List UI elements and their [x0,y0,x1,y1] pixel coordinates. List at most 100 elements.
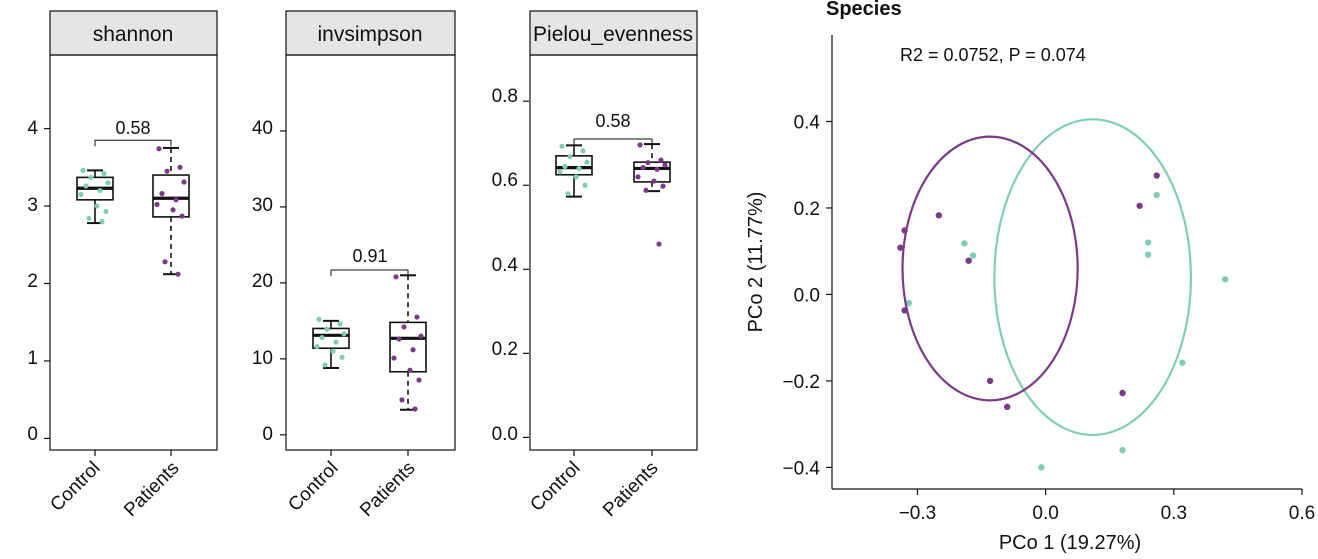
pcoa-y-tick-label: 0.4 [794,112,821,133]
shannon-point [88,174,94,180]
pcoa-x-tick-label: 0.3 [1161,503,1187,524]
shannon-panel: shannon 0 1 2 3 4 Control Patients 0.58 [27,10,218,521]
pielou-y-tick-label: 0.2 [492,339,518,360]
invsimpson-panel: invsimpson 0 10 20 30 40 Control Patient… [252,10,456,521]
invsimpson-point [337,321,343,327]
pcoa-point-control [1221,276,1229,283]
shannon-point [97,187,103,194]
pielou-y-tick-label: 0.4 [492,255,519,276]
pielou-point [582,182,588,188]
pielou-point [562,163,568,169]
pielou-point [584,159,590,165]
invsimpson-point [391,355,397,361]
shannon-x-axis: Control Patients [46,458,183,521]
pielou-panel: Pielou_evenness 0.0 0.2 0.4 0.6 0.8 Cont… [492,10,698,521]
invsimpson-point [333,339,339,345]
pielou-point [654,166,660,172]
pielou-comparison-bracket [573,138,653,146]
shannon-point [105,180,111,186]
pielou-point [643,187,649,193]
pcoa-point-patients [901,227,908,234]
pcoa-point-patients [897,244,904,251]
pielou-point [576,165,582,172]
shannon-comparison-bracket [94,139,172,147]
shannon-y-tick-label: 4 [27,118,38,139]
shannon-point [159,191,165,197]
invsimpson-strip-label: invsimpson [317,23,422,46]
pielou-point [565,191,571,197]
invsimpson-point [314,344,320,350]
shannon-box [152,174,190,218]
shannon-point [80,167,86,174]
shannon-point [94,203,100,209]
shannon-point [173,197,179,203]
shannon-point [162,259,168,265]
shannon-point [177,164,183,170]
invsimpson-point [316,316,322,322]
pielou-point [640,165,646,171]
invsimpson-point [401,324,407,330]
invsimpson-y-tick-label: 40 [252,118,273,139]
pcoa-y-tick-label: 0.2 [794,199,820,220]
pcoa-point-control [905,299,913,307]
invsimpson-box [389,321,427,373]
invsimpson-x-tick-label: Control [284,458,342,516]
pcoa-point-control [1153,191,1160,199]
shannon-strip-label: shannon [93,23,174,46]
shannon-point [86,215,92,222]
shannon-point [179,213,185,219]
invsimpson-point [324,326,330,332]
invsimpson-point [319,334,325,341]
invsimpson-pvalue: 0.91 [352,246,387,266]
pielou-y-axis: 0.0 0.2 0.4 0.6 0.8 [492,86,519,445]
pcoa-point-control [1179,359,1186,366]
invsimpson-y-axis: 0 10 20 30 40 [252,118,273,445]
shannon-y-tick-label: 0 [27,424,38,445]
pielou-point [635,174,641,180]
invsimpson-point [339,354,345,360]
pielou-strip-label: Pielou_evenness [533,23,693,46]
pielou-point [567,154,573,160]
invsimpson-point [399,397,405,403]
pielou-point [559,143,565,149]
pcoa-x-tick-label: −0.3 [899,503,937,524]
shannon-point [170,207,176,213]
pcoa-point-patients [965,257,972,264]
pcoa-ellipse-patients [901,135,1079,402]
shannon-plot-frame [49,54,218,451]
pcoa-x-axis-title: PCo 1 (19.27%) [999,532,1141,554]
pielou-point [660,183,666,189]
shannon-x-tick-label: Control [46,458,104,516]
invsimpson-y-tick-label: 10 [252,348,273,369]
pielou-point [637,142,643,148]
pielou-point [580,148,586,154]
pielou-y-tick-label: 0.0 [492,424,518,445]
invsimpson-strip [285,10,456,56]
pielou-plot-frame [529,54,698,451]
pcoa-y-tick-label: −0.4 [782,458,820,479]
invsimpson-point [410,347,416,353]
shannon-pvalue: 0.58 [115,118,150,138]
invsimpson-point [396,336,402,342]
invsimpson-point [418,333,424,339]
pcoa-point-control [1119,446,1126,454]
pielou-x-tick-label: Patients [599,458,662,521]
invsimpson-point [407,367,413,373]
pcoa-x-tick-label: 0.0 [1032,503,1058,524]
shannon-point [175,271,181,277]
invsimpson-point [416,377,422,383]
pielou-point [557,169,563,175]
pielou-box [555,155,593,176]
invsimpson-box [312,327,350,350]
pielou-point [662,162,668,168]
shannon-point [156,146,162,152]
pcoa-y-tick-label: 0.0 [794,285,820,306]
invsimpson-point [322,362,328,368]
shannon-x-tick-label: Patients [120,458,183,521]
shannon-point [181,179,187,185]
pcoa-point-patients [1136,202,1143,209]
invsimpson-x-tick-label: Patients [356,458,419,521]
shannon-point [103,208,109,215]
shannon-y-tick-label: 2 [27,271,38,292]
pcoa-point-patients [935,212,943,219]
